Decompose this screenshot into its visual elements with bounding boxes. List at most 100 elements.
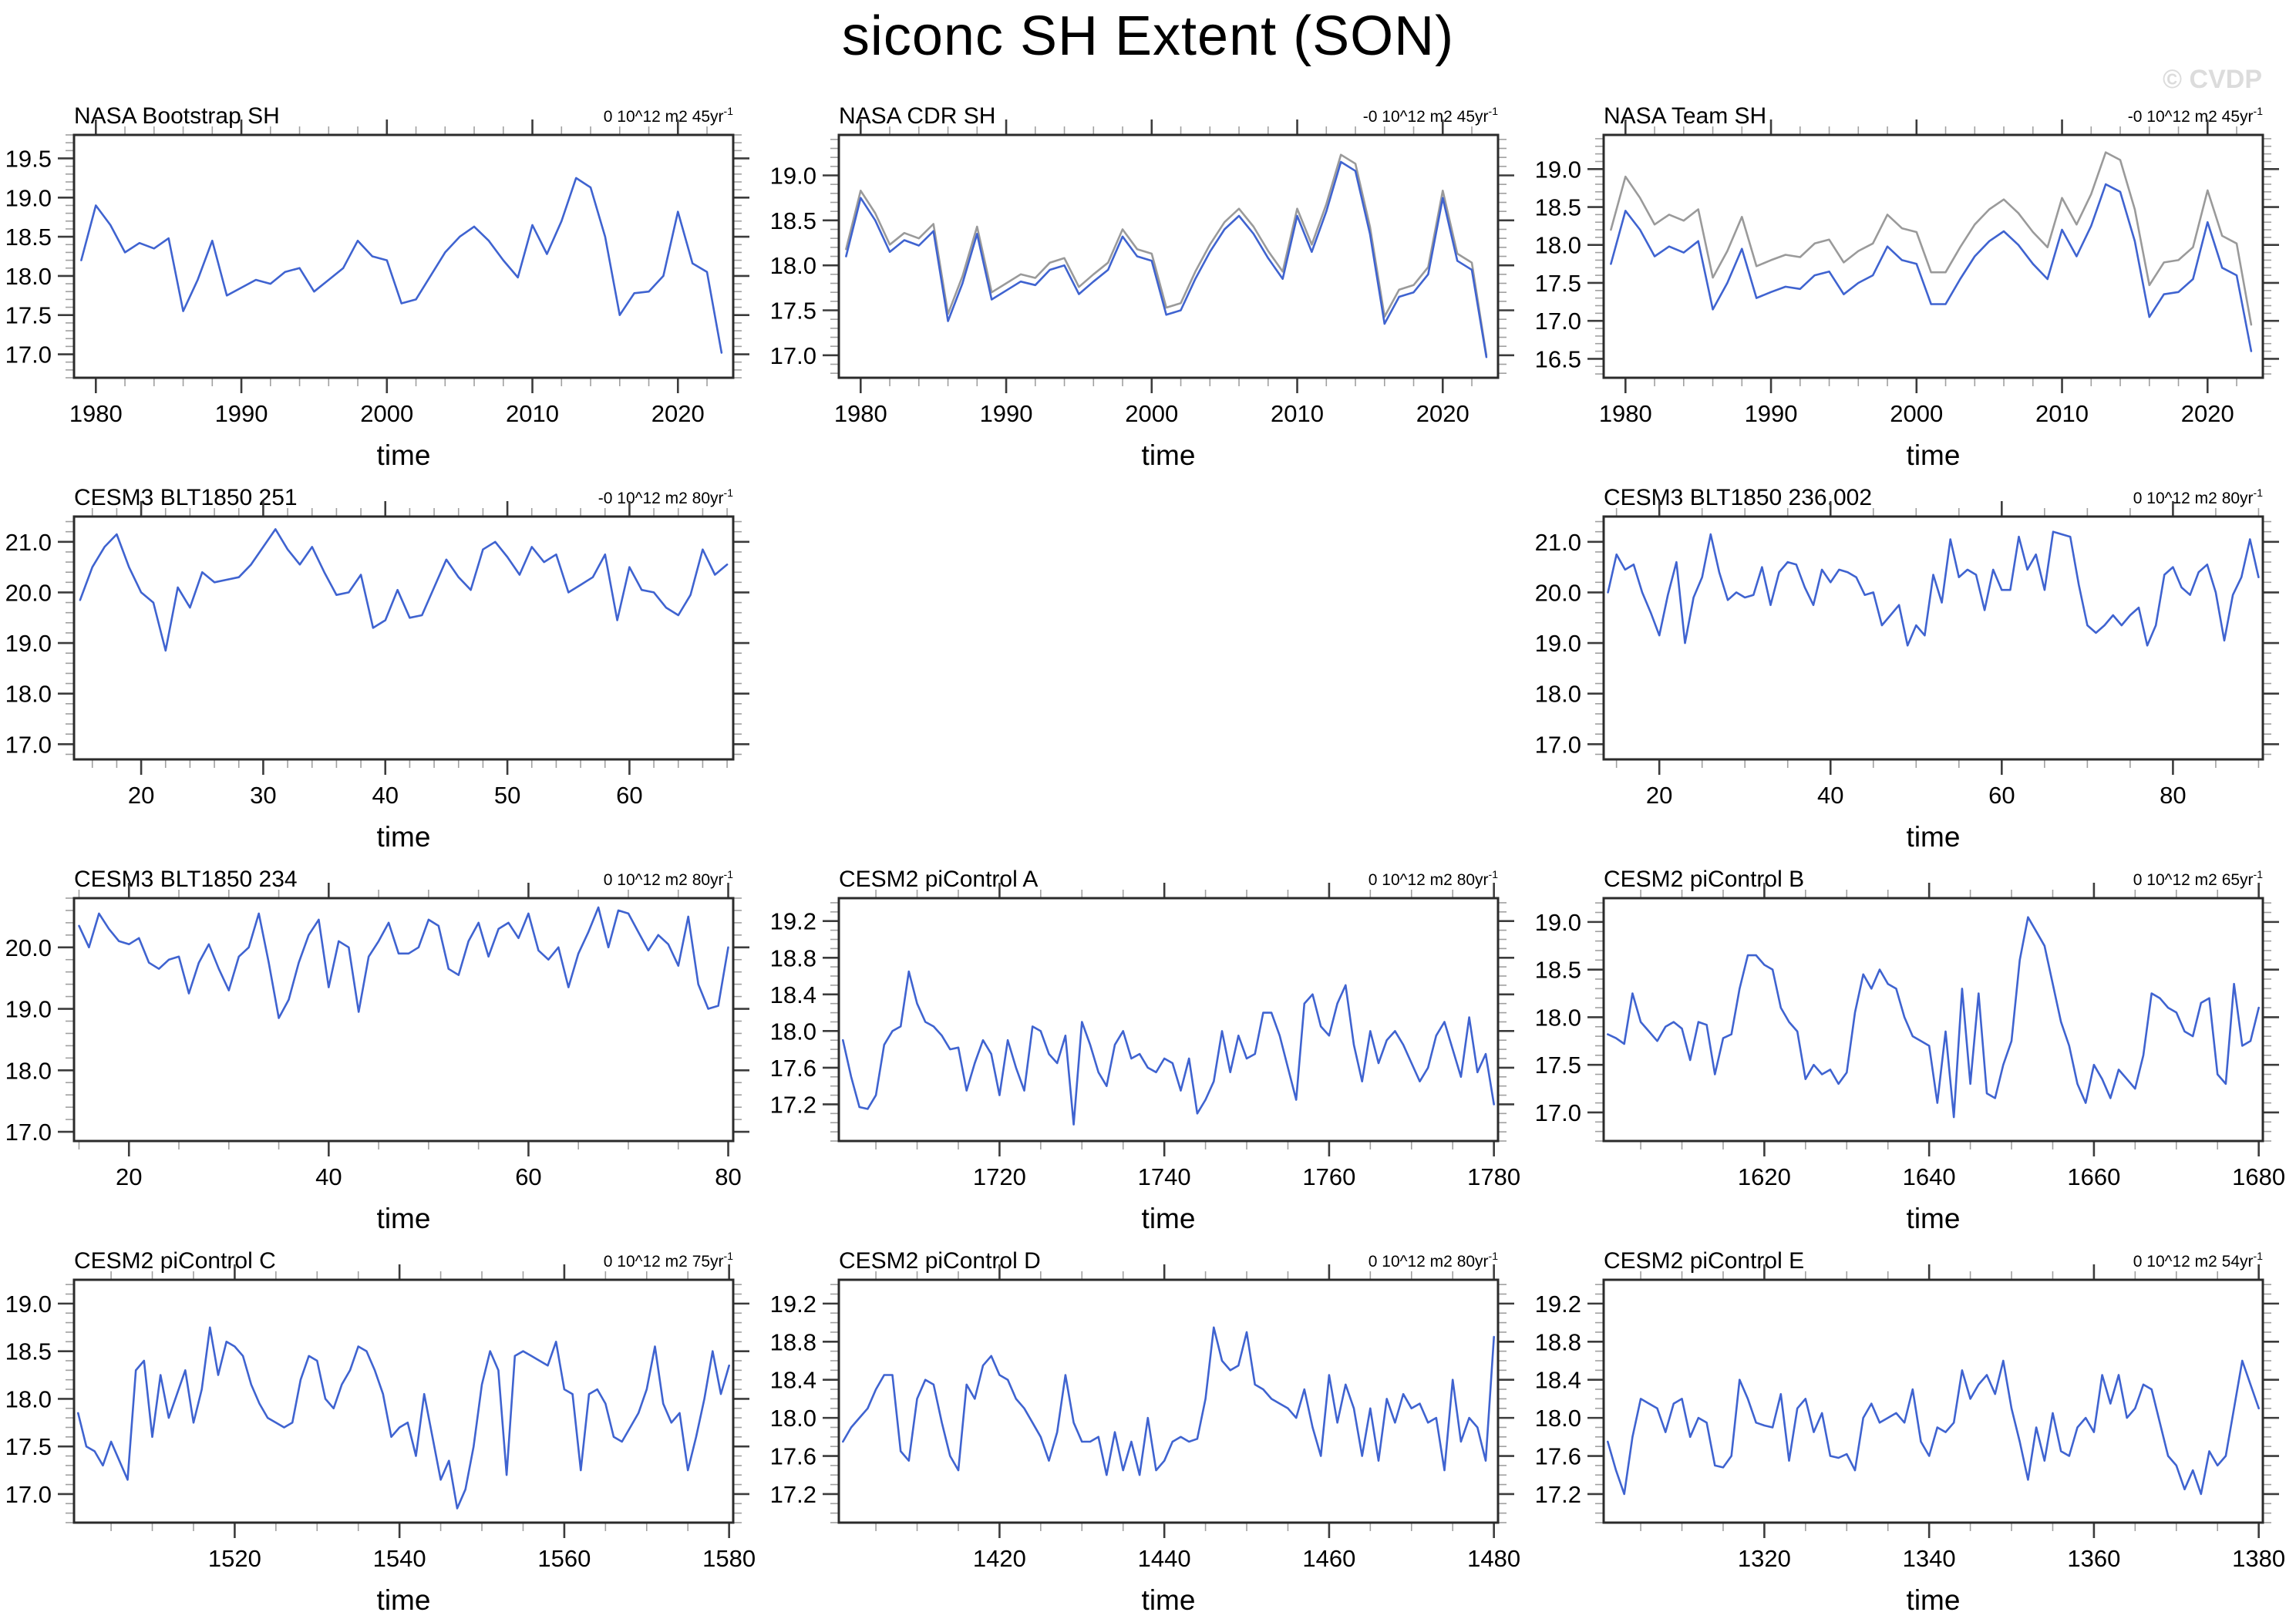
trend-annotation: 0 10^12 m2 80yr-1 [1369,1250,1498,1271]
panel-title: CESM3 BLT1850 234 [74,867,298,892]
plot-frame [837,1278,1500,1524]
panel-nasa-bootstrap-sh: NASA Bootstrap SH 0 10^12 m2 45yr-1 1980 19… [5,103,749,471]
y-tick-label: 17.0 [1535,731,1581,758]
y-tick-label: 18.5 [5,1338,52,1365]
plot-frame [1602,515,2264,761]
series-gray [845,153,1488,357]
x-axis-label: time [1142,1203,1196,1234]
y-tick-label: 17.0 [770,342,816,369]
x-tick-label: 60 [1988,782,2015,809]
trend-annotation: -0 10^12 m2 45yr-1 [2128,105,2263,126]
y-tick-label: 17.2 [1535,1481,1581,1508]
panel-title: NASA Bootstrap SH [74,103,280,129]
x-tick-label: 1320 [1738,1545,1791,1572]
plot-frame [1602,1278,2264,1524]
x-tick-label: 1560 [537,1545,591,1572]
y-tick-label: 17.0 [1535,1099,1581,1126]
x-tick-label: 1780 [1467,1163,1520,1190]
x-tick-label: 60 [616,782,642,809]
series-blue [78,906,729,1019]
panel-cesm3-blt1850-251: CESM3 BLT1850 251 -0 10^12 m2 80yr-1 20 30 4… [5,485,749,853]
x-tick-label: 1990 [215,400,268,427]
y-tick-label: 18.4 [1535,1367,1581,1394]
plot-frame [72,515,735,761]
x-tick-label: 20 [116,1163,142,1190]
x-axis-label: time [1907,1584,1961,1616]
x-tick-label: 1620 [1738,1163,1791,1190]
y-tick-label: 19.2 [770,1291,816,1318]
y-tick-label: 18.8 [770,944,816,971]
x-axis-label: time [1907,821,1961,853]
y-tick-label: 17.2 [770,1091,816,1118]
panel-cell: NASA Team SH -0 10^12 m2 45yr-1 1980 1990 20… [1530,93,2295,474]
panel-cell: NASA Bootstrap SH 0 10^12 m2 45yr-1 1980 19… [1,93,766,474]
y-tick-label: 19.0 [5,630,52,657]
trend-annotation: 0 10^12 m2 54yr-1 [2133,1250,2263,1271]
panel-cesm2-picontrol-e: CESM2 piControl E 0 10^12 m2 54yr-1 1320 13… [1535,1248,2285,1616]
y-tick-label: 19.2 [1535,1291,1581,1318]
y-tick-label: 18.4 [770,981,816,1008]
y-tick-label: 17.0 [5,342,52,369]
panel-cell: CESM3 BLT1850 236.002 0 10^12 m2 80yr-1 20… [1530,474,2295,856]
panel-cell: NASA CDR SH -0 10^12 m2 45yr-1 1980 1990 200… [766,93,1530,474]
x-tick-label: 1760 [1302,1163,1355,1190]
x-axis-label: time [1907,439,1961,471]
y-tick-label: 18.8 [770,1328,816,1355]
y-tick-label: 17.5 [770,298,816,325]
x-tick-label: 1980 [834,400,887,427]
panel-title: CESM2 piControl E [1604,1248,1804,1274]
x-tick-label: 1360 [2067,1545,2120,1572]
x-tick-label: 1520 [208,1545,261,1572]
y-tick-label: 17.0 [5,1119,52,1146]
y-tick-label: 17.5 [5,302,52,329]
y-tick-label: 17.5 [5,1433,52,1460]
panel-nasa-cdr-sh: NASA CDR SH -0 10^12 m2 45yr-1 1980 1990 200… [770,103,1514,471]
x-tick-label: 1990 [1745,400,1798,427]
y-tick-label: 18.0 [1535,681,1581,708]
trend-annotation: 0 10^12 m2 75yr-1 [604,1250,733,1271]
plot-frame [72,1278,735,1524]
panel-cell: CESM2 piControl B 0 10^12 m2 65yr-1 1620 16… [1530,856,2295,1237]
x-axis-label: time [377,439,431,471]
panel-title: NASA CDR SH [839,103,995,129]
x-tick-label: 40 [315,1163,342,1190]
y-tick-label: 17.5 [1535,1052,1581,1079]
panel-cell-empty [766,474,1530,856]
figure-header: siconc SH Extent (SON) © CVDP [0,0,2296,94]
y-tick-label: 19.0 [5,996,52,1023]
y-tick-label: 17.0 [5,731,52,758]
x-tick-label: 1340 [1903,1545,1956,1572]
series-blue [842,1326,1496,1476]
y-tick-label: 21.0 [5,529,52,556]
x-tick-label: 1720 [973,1163,1026,1190]
y-tick-label: 19.0 [1535,909,1581,936]
y-tick-label: 18.0 [1535,1405,1581,1432]
panel-cell: CESM2 piControl A 0 10^12 m2 80yr-1 1720 17… [766,856,1530,1237]
plot-frame [837,133,1500,379]
panel-cesm2-picontrol-d: CESM2 piControl D 0 10^12 m2 80yr-1 1420 14… [770,1248,1520,1616]
y-tick-label: 17.6 [770,1055,816,1082]
x-tick-label: 1740 [1138,1163,1191,1190]
x-tick-label: 80 [2160,782,2186,809]
x-tick-label: 1580 [702,1545,756,1572]
x-axis-label: time [1907,1203,1961,1234]
panel-grid: NASA Bootstrap SH 0 10^12 m2 45yr-1 1980 19… [1,93,2295,1619]
x-axis-label: time [1142,439,1196,471]
cvdp-watermark: © CVDP [2163,65,2262,94]
panel-title: CESM2 piControl D [839,1248,1041,1274]
plot-frame [72,897,735,1143]
series-blue [845,160,1488,358]
y-tick-label: 19.0 [1535,630,1581,657]
x-tick-label: 1660 [2067,1163,2120,1190]
panel-title: CESM2 piControl C [74,1248,276,1274]
x-tick-label: 2010 [1271,400,1324,427]
x-axis-label: time [377,821,431,853]
series-blue [1607,916,2261,1119]
y-tick-label: 18.5 [1535,194,1581,221]
trend-annotation: 0 10^12 m2 80yr-1 [1369,868,1498,889]
panel-title: CESM2 piControl A [839,867,1038,892]
y-tick-label: 19.0 [1535,156,1581,183]
y-tick-label: 18.0 [1535,1004,1581,1031]
trend-annotation: 0 10^12 m2 45yr-1 [604,105,733,126]
x-tick-label: 2000 [1890,400,1943,427]
